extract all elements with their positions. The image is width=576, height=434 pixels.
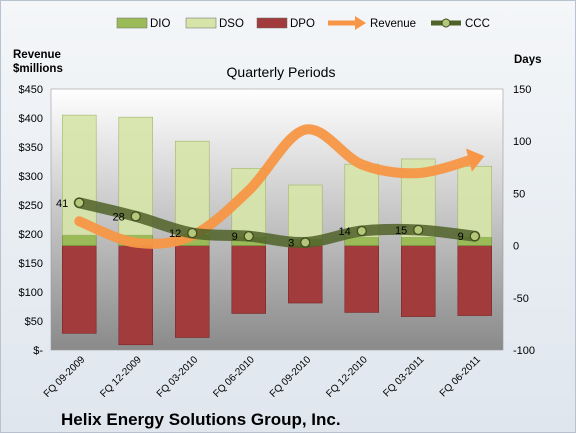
ccc-point [187, 227, 198, 239]
ccc-data-label: 28 [113, 211, 125, 223]
legend-swatch-dpo [256, 17, 288, 29]
right-tick-label: 100 [513, 136, 531, 148]
revenue-layer [74, 124, 485, 249]
ccc-data-label: 3 [288, 237, 294, 249]
right-tick-label: 150 [513, 84, 531, 96]
ccc-data-label: 14 [339, 226, 351, 238]
right-tick-label: 0 [513, 241, 519, 253]
bar-dpo [175, 245, 210, 338]
left-tick-label: $100 [19, 287, 43, 299]
legend-swatch-dio [116, 17, 148, 29]
bar-dpo [457, 245, 492, 316]
legend: DIO DSO DPO Revenue CCC [116, 16, 490, 30]
left-tick-label: $350 [19, 142, 43, 154]
ccc-point [469, 231, 480, 242]
right-axis-title: Days [514, 54, 542, 66]
x-tick-label: FQ 09-2010 [268, 354, 314, 400]
right-tick-label: -50 [513, 293, 529, 305]
bar-dso [61, 114, 97, 236]
ccc-point [413, 224, 424, 236]
right-tick-label: -100 [513, 345, 535, 357]
x-tick-label: FQ 03-2011 [381, 354, 426, 399]
legend-label: DIO [150, 18, 171, 30]
legend-swatch-dso [185, 17, 217, 29]
bar-dpo [344, 245, 379, 313]
bar-dso [175, 140, 210, 236]
legend-label: DPO [290, 18, 315, 30]
ccc-point [356, 225, 367, 237]
x-tick-label: FQ 06-2010 [211, 354, 257, 400]
x-tick-label: FQ 03-2010 [155, 354, 201, 400]
bar-dpo [61, 245, 97, 334]
bar-dio [61, 234, 97, 246]
left-tick-label: $450 [19, 84, 43, 96]
ccc-data-label: 41 [56, 198, 68, 210]
left-tick-label: $300 [19, 171, 43, 183]
x-tick-label: FQ 06-2011 [438, 354, 483, 399]
bar-dio [400, 236, 436, 246]
ccc-data-label: 9 [458, 231, 464, 243]
company-name: Helix Energy Solutions Group, Inc. [61, 410, 341, 429]
legend-label: CCC [465, 18, 490, 30]
right-tick-label: 50 [513, 188, 525, 200]
x-tick-label: FQ 09-2009 [42, 354, 88, 400]
left-tick-label: $150 [19, 258, 43, 270]
left-axis-title-line2: $millions [13, 63, 63, 75]
left-tick-label: $250 [19, 200, 43, 212]
ccc-point [243, 231, 254, 242]
ccc-data-label: 15 [395, 225, 407, 237]
ccc-data-label: 9 [232, 231, 238, 243]
left-tick-label: $400 [19, 113, 43, 125]
legend-swatch-revenue-arrow [355, 16, 366, 30]
left-tick-label: $- [33, 345, 43, 357]
x-tick-label: FQ 12-2009 [98, 354, 144, 400]
bar-dso [457, 165, 492, 238]
left-axis-title-line1: Revenue [13, 49, 61, 61]
ccc-point [300, 237, 311, 248]
x-tick-label: FQ 12-2010 [324, 354, 370, 400]
revenue-arrowhead [465, 148, 485, 172]
ccc-data-label: 12 [169, 228, 181, 240]
ccc-point [74, 197, 85, 208]
revenue-line [74, 124, 480, 249]
left-tick-label: $50 [25, 316, 43, 328]
legend-label: DSO [219, 18, 244, 30]
ccc-point [130, 211, 141, 222]
chart-title: Quarterly Periods [227, 64, 336, 80]
legend-label: Revenue [370, 18, 416, 30]
ccc-layer: 41 28 12 9 3 14 15 9 [56, 197, 481, 249]
bar-dpo [231, 245, 267, 314]
bar-dpo [118, 245, 154, 346]
left-tick-label: $200 [19, 229, 43, 241]
bar-dso [287, 184, 323, 240]
bar-dpo [287, 245, 323, 304]
legend-swatch-ccc-marker [441, 18, 451, 28]
bar-dpo [400, 245, 436, 317]
